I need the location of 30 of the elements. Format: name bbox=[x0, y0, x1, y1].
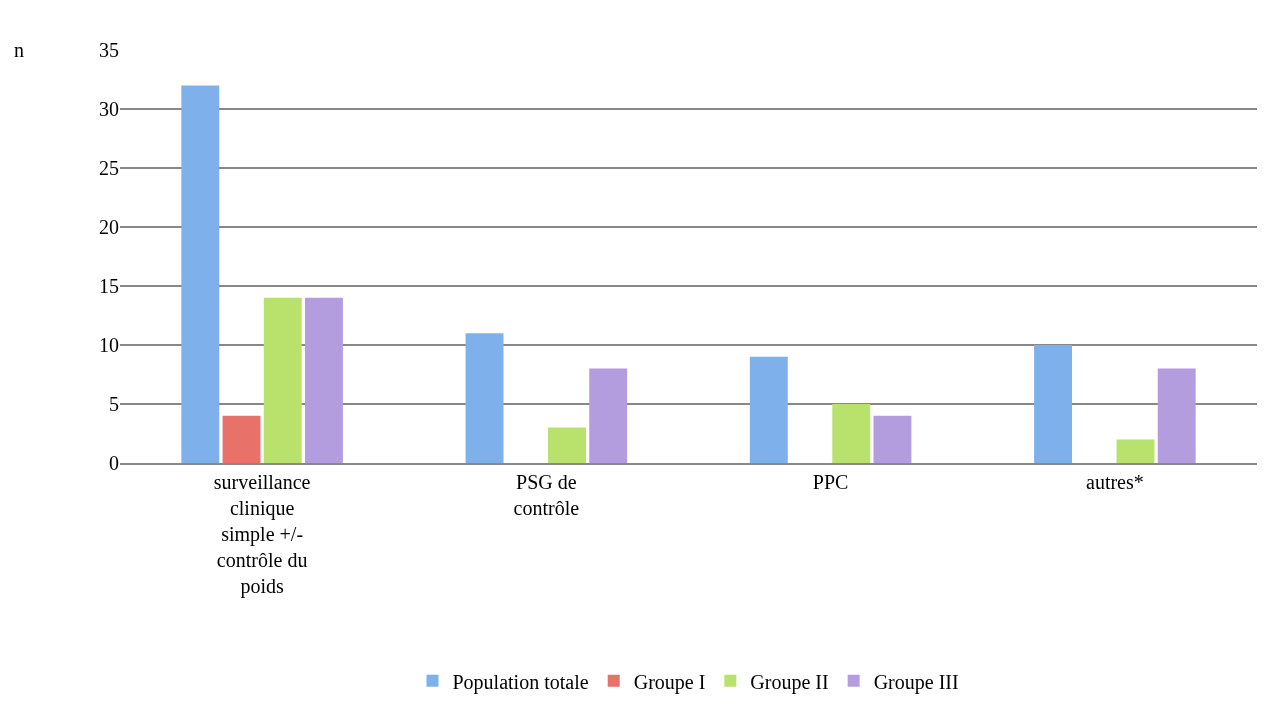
bar bbox=[1157, 368, 1196, 463]
y-tick-label: 30 bbox=[99, 98, 119, 120]
bar bbox=[832, 404, 871, 463]
bar bbox=[548, 427, 586, 463]
x-tick-label: PSG de contrôle bbox=[513, 471, 580, 519]
x-tick-label: PPC bbox=[812, 471, 849, 493]
bar bbox=[304, 297, 343, 463]
y-tick-label: 0 bbox=[109, 452, 119, 474]
bar bbox=[465, 333, 504, 463]
y-axis-title: n bbox=[14, 39, 24, 61]
bar bbox=[222, 415, 261, 463]
bar bbox=[1116, 439, 1155, 463]
bar bbox=[1034, 345, 1073, 463]
bar bbox=[181, 85, 220, 463]
bar bbox=[749, 356, 788, 463]
bar bbox=[873, 415, 912, 463]
y-tick-label: 25 bbox=[99, 157, 119, 179]
bar bbox=[589, 368, 628, 463]
x-tick-label: surveillance clinique simple +/- contrôle du poids bbox=[213, 471, 311, 598]
legend-label: Groupe I bbox=[633, 670, 706, 694]
legend-label: Groupe III bbox=[873, 670, 959, 694]
x-tick-label: autres* bbox=[1086, 471, 1144, 493]
y-tick-label: 35 bbox=[99, 39, 119, 61]
legend-label: Groupe II bbox=[750, 670, 829, 694]
bar bbox=[263, 297, 302, 463]
y-tick-label: 20 bbox=[99, 216, 119, 238]
y-tick-label: 15 bbox=[99, 275, 119, 297]
y-tick-label: 10 bbox=[99, 334, 119, 356]
y-tick-label: 5 bbox=[109, 393, 119, 415]
legend-label: Population totale bbox=[452, 670, 589, 694]
